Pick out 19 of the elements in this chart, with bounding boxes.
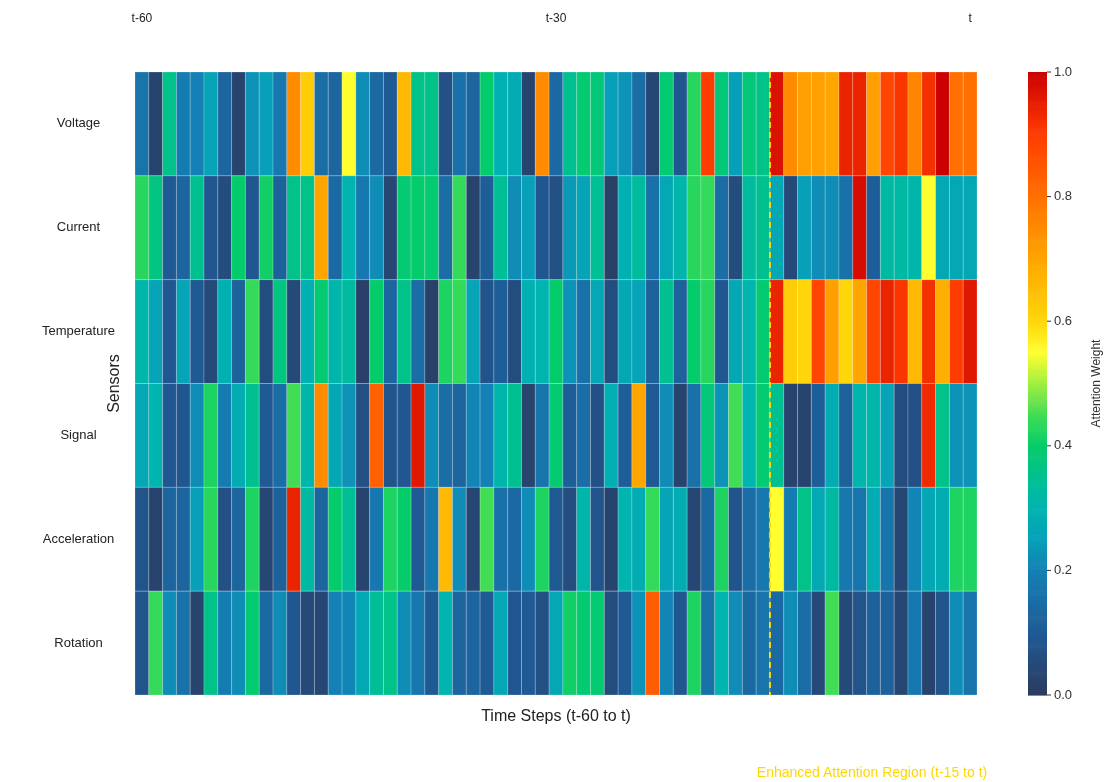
- y-axis-title: Sensors: [105, 354, 123, 413]
- color-bar-label: 0.4: [1054, 437, 1073, 453]
- y-tick-label: Temperature: [42, 323, 115, 339]
- x-tick-label: t: [968, 11, 973, 26]
- y-tick-label: Signal: [60, 426, 97, 442]
- color-bar-label: 0.2: [1054, 561, 1073, 577]
- y-tick-label: Acceleration: [42, 530, 115, 546]
- y-tick-label: Current: [56, 219, 101, 235]
- text: Enhanced Attention Region (t-15 to t): [756, 763, 988, 780]
- color-bar-label: 0.8: [1054, 188, 1073, 204]
- x-axis-title: Time Steps (t-60 to t): [481, 707, 631, 725]
- color-bar-label: 0.0: [1054, 686, 1073, 702]
- y-tick-label: Rotation: [54, 634, 103, 650]
- color-bar-label: 1.0: [1054, 63, 1073, 79]
- color-bar-label: 0.6: [1054, 312, 1073, 328]
- x-tick-label: t-30: [545, 11, 567, 26]
- color-bar-title: Attention Weight: [1089, 338, 1104, 428]
- x-tick-label: t-60: [131, 11, 153, 26]
- y-tick-label: Voltage: [56, 115, 101, 131]
